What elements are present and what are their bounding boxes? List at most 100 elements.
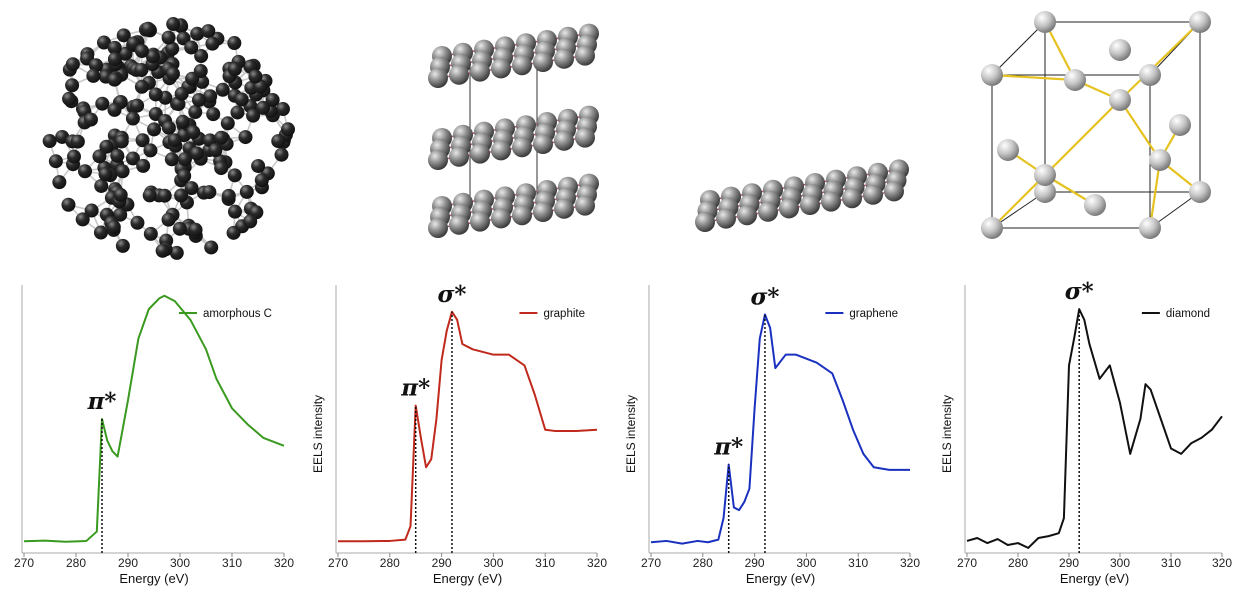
- carbon-atom: [126, 112, 140, 126]
- spectrum-line: [24, 296, 284, 542]
- carbon-atom: [281, 122, 295, 136]
- carbon-atom: [186, 125, 200, 139]
- carbon-atom: [1084, 194, 1106, 216]
- y-axis-label: EELS intensity: [311, 395, 325, 473]
- carbon-atom: [110, 149, 124, 163]
- carbon-atom: [554, 131, 574, 151]
- x-axis-label: Energy (eV): [746, 571, 815, 586]
- carbon-atom: [1139, 64, 1161, 86]
- carbon-atom: [800, 195, 820, 215]
- carbon-atom: [554, 49, 574, 69]
- carbon-atom: [130, 216, 144, 230]
- carbon-atom: [156, 244, 170, 258]
- carbon-atom: [134, 63, 148, 77]
- carbon-atom: [449, 65, 469, 85]
- carbon-atom: [76, 212, 90, 226]
- bond: [992, 75, 1075, 80]
- carbon-atom: [884, 181, 904, 201]
- carbon-atom: [168, 133, 182, 147]
- carbon-atom: [1109, 39, 1131, 61]
- x-tick-label: 290: [432, 556, 452, 570]
- carbon-atom: [206, 107, 220, 121]
- carbon-atom: [214, 131, 228, 145]
- carbon-atom: [228, 168, 242, 182]
- carbon-atom: [222, 189, 236, 203]
- carbon-atom: [202, 185, 216, 199]
- carbon-atom: [175, 87, 189, 101]
- x-tick-label: 290: [118, 556, 138, 570]
- carbon-atom: [149, 87, 163, 101]
- legend-label: graphite: [543, 308, 585, 320]
- carbon-atom: [162, 121, 176, 135]
- x-tick-label: 270: [14, 556, 34, 570]
- carbon-atom: [512, 205, 532, 225]
- carbon-atom: [1034, 164, 1056, 186]
- carbon-atom: [470, 212, 490, 232]
- x-tick-label: 300: [1110, 556, 1130, 570]
- x-tick-label: 280: [66, 556, 86, 570]
- x-axis-label: Energy (eV): [433, 571, 502, 586]
- x-tick-label: 310: [1161, 556, 1181, 570]
- bond: [1120, 22, 1200, 100]
- x-axis-label: Energy (eV): [119, 571, 188, 586]
- carbon-atom: [235, 93, 249, 107]
- x-axis-label: Energy (eV): [1060, 571, 1129, 586]
- carbon-atom: [94, 226, 108, 240]
- carbon-atom: [108, 52, 122, 66]
- carbon-atom: [491, 208, 511, 228]
- carbon-atom: [143, 188, 157, 202]
- x-tick-label: 290: [745, 556, 765, 570]
- carbon-atom: [184, 40, 198, 54]
- carbon-atom: [575, 196, 595, 216]
- carbon-atom: [49, 154, 63, 168]
- carbon-atom: [737, 205, 757, 225]
- carbon-atom: [491, 58, 511, 78]
- carbon-atom: [449, 215, 469, 235]
- carbon-atom: [114, 188, 128, 202]
- carbon-atom: [981, 217, 1003, 239]
- x-tick-label: 310: [535, 556, 555, 570]
- legend-label: diamond: [1166, 308, 1210, 320]
- carbon-atom: [449, 147, 469, 167]
- carbon-atom: [246, 109, 260, 123]
- carbon-atom: [99, 167, 113, 181]
- carbon-atom: [165, 152, 179, 166]
- carbon-atom: [189, 223, 203, 237]
- carbon-atom: [428, 68, 448, 88]
- carbon-atom: [185, 72, 199, 86]
- carbon-atom: [271, 134, 285, 148]
- carbon-atom: [158, 189, 172, 203]
- x-tick-label: 270: [641, 556, 661, 570]
- peak-label: π*: [713, 434, 743, 461]
- carbon-atom: [176, 115, 190, 129]
- carbon-atom: [228, 205, 242, 219]
- carbon-atom: [758, 202, 778, 222]
- carbon-atom: [166, 17, 180, 31]
- carbon-atom: [997, 139, 1019, 161]
- carbon-atom: [428, 218, 448, 238]
- carbon-atom: [1189, 181, 1211, 203]
- carbon-atom: [162, 31, 176, 45]
- carbon-atom: [214, 161, 228, 175]
- carbon-atom: [188, 105, 202, 119]
- carbon-atom: [470, 144, 490, 164]
- bond: [1045, 100, 1120, 175]
- carbon-atom: [230, 105, 244, 119]
- x-tick-label: 320: [900, 556, 920, 570]
- carbon-atom: [66, 57, 80, 71]
- carbon-atom: [227, 36, 241, 50]
- carbon-atom: [238, 130, 252, 144]
- bond: [992, 175, 1045, 228]
- carbon-atom: [512, 137, 532, 157]
- carbon-atom: [144, 227, 158, 241]
- carbon-atom: [116, 239, 130, 253]
- x-tick-label: 280: [693, 556, 713, 570]
- carbon-atom: [143, 143, 157, 157]
- carbon-atom: [107, 220, 121, 234]
